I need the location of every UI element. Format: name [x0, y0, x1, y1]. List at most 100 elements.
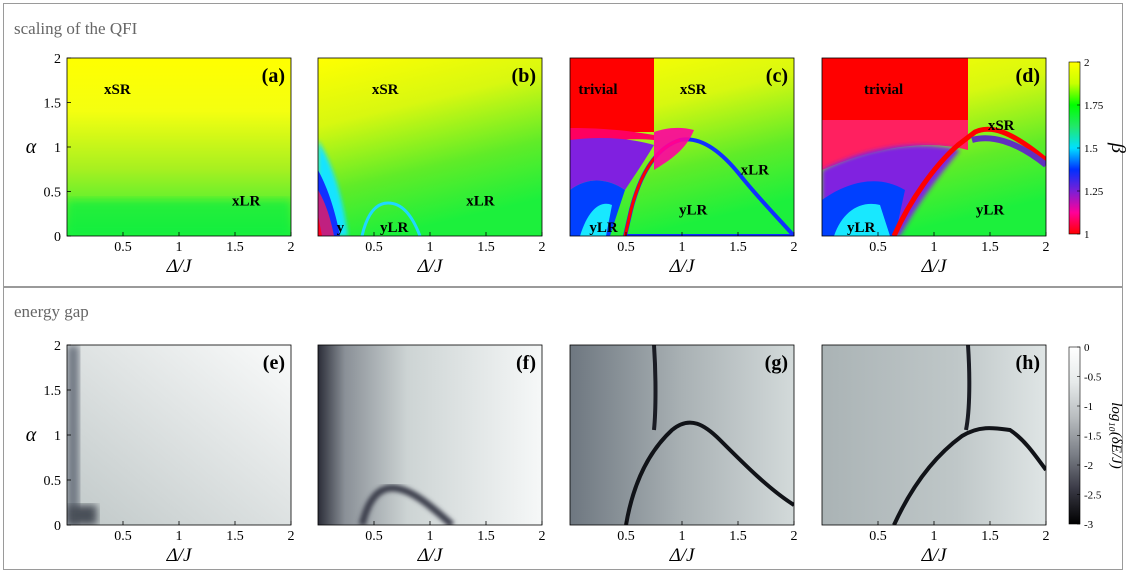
x-tick-label: 1 — [931, 529, 938, 544]
panel-tag: (d) — [1016, 65, 1040, 87]
y-tick-label: 2 — [54, 339, 61, 354]
x-tick-label: 2 — [288, 529, 295, 544]
region-label: xLR — [466, 193, 495, 209]
y-tick-label: 2 — [54, 52, 61, 67]
panel-f-heatmap — [318, 345, 542, 525]
x-tick-label: 0.5 — [869, 240, 887, 255]
energy-gap-section — [3, 287, 1123, 570]
y-tick-label: 1.5 — [44, 384, 62, 399]
region-label: trivial — [578, 82, 617, 98]
x-tick-label: 2 — [1043, 240, 1050, 255]
x-tick-label: 0.5 — [114, 529, 132, 544]
x-tick-label: 1.5 — [729, 240, 747, 255]
x-axis-label: Δ/J — [921, 545, 948, 566]
colorbar-tick-label: -0.5 — [1084, 372, 1102, 384]
colorbar-tick-label: 1.25 — [1084, 186, 1104, 198]
x-tick-label: 1 — [427, 529, 434, 544]
y-axis-label: α — [26, 424, 37, 446]
x-tick-label: 2 — [288, 240, 295, 255]
x-axis-label: Δ/J — [417, 256, 444, 277]
x-tick-label: 2 — [1043, 529, 1050, 544]
region-label: y — [337, 220, 345, 236]
region-label: xSR — [104, 82, 131, 98]
x-tick-label: 1.5 — [226, 529, 244, 544]
panel-a-heatmap — [67, 58, 291, 236]
x-tick-label: 2 — [791, 529, 798, 544]
colorbar-tick-label: 1.5 — [1084, 143, 1098, 155]
x-tick-label: 1 — [679, 240, 686, 255]
colorbar-tick-label: 1.75 — [1084, 100, 1104, 112]
x-tick-label: 1 — [931, 240, 938, 255]
y-tick-label: 0.5 — [44, 474, 62, 489]
colorbar-tick-label: -2 — [1084, 460, 1093, 472]
colorbar-tick-label: 0 — [1084, 342, 1090, 354]
panel-c-heatmap — [570, 58, 794, 236]
y-tick-label: 0 — [54, 230, 61, 245]
panel-tag: (g) — [765, 352, 788, 374]
panel-b-heatmap — [318, 58, 542, 236]
colorbar-tick-label: -1 — [1084, 401, 1093, 413]
y-axis-label: α — [26, 136, 37, 158]
y-tick-label: 0 — [54, 519, 61, 534]
x-tick-label: 0.5 — [114, 240, 132, 255]
panel-e-heatmap — [67, 345, 291, 525]
x-axis-label: Δ/J — [669, 256, 696, 277]
panel-tag: (c) — [766, 65, 788, 87]
x-axis-label: Δ/J — [669, 545, 696, 566]
x-tick-label: 2 — [539, 240, 546, 255]
region-label: yLR — [847, 220, 876, 236]
panel-tag: (h) — [1016, 352, 1040, 374]
panel-tag: (b) — [512, 65, 536, 87]
x-tick-label: 1.5 — [226, 240, 244, 255]
x-tick-label: 2 — [791, 240, 798, 255]
colorbar-label: β — [1107, 142, 1127, 153]
x-tick-label: 1 — [427, 240, 434, 255]
panel-d-heatmap — [822, 58, 1046, 236]
qfi-section-title: scaling of the QFI — [14, 19, 138, 38]
x-tick-label: 0.5 — [869, 529, 887, 544]
region-label: xSR — [680, 82, 707, 98]
region-label: yLR — [679, 202, 708, 218]
qfi-section — [3, 3, 1123, 287]
region-label: yLR — [589, 220, 618, 236]
panel-tag: (f) — [516, 352, 536, 374]
colorbar-tick-label: 1 — [1084, 229, 1090, 241]
x-tick-label: 0.5 — [617, 240, 635, 255]
x-axis-label: Δ/J — [417, 545, 444, 566]
energy-gap-section-title: energy gap — [14, 302, 89, 321]
x-tick-label: 1.5 — [477, 529, 495, 544]
x-tick-label: 0.5 — [617, 529, 635, 544]
panel-tag: (a) — [262, 65, 285, 87]
panel-g-heatmap — [570, 345, 794, 525]
region-label: yLR — [976, 202, 1005, 218]
colorbar-tick-label: -2.5 — [1084, 490, 1102, 502]
colorbar-tick-label: -3 — [1084, 519, 1094, 531]
x-tick-label: 0.5 — [365, 529, 383, 544]
region-label: xSR — [988, 118, 1015, 134]
y-tick-label: 0.5 — [44, 186, 62, 201]
y-tick-label: 1.5 — [44, 97, 62, 112]
colorbar-label: log₁₀(δE/J) — [1108, 402, 1124, 469]
x-tick-label: 1 — [176, 240, 183, 255]
x-axis-label: Δ/J — [166, 256, 193, 277]
x-tick-label: 1.5 — [981, 240, 999, 255]
x-tick-label: 1 — [176, 529, 183, 544]
y-tick-label: 1 — [54, 429, 61, 444]
panel-tag: (e) — [263, 352, 285, 374]
panel-h-heatmap — [822, 345, 1046, 525]
x-axis-label: Δ/J — [921, 256, 948, 277]
x-tick-label: 1 — [679, 529, 686, 544]
region-label: yLR — [380, 220, 409, 236]
x-tick-label: 1.5 — [477, 240, 495, 255]
x-axis-label: Δ/J — [166, 545, 193, 566]
x-tick-label: 0.5 — [365, 240, 383, 255]
x-tick-label: 2 — [539, 529, 546, 544]
region-label: xLR — [741, 162, 770, 178]
x-tick-label: 1.5 — [729, 529, 747, 544]
y-tick-label: 1 — [54, 141, 61, 156]
region-label: trivial — [864, 82, 903, 98]
x-tick-label: 1.5 — [981, 529, 999, 544]
colorbar-tick-label: 2 — [1084, 57, 1090, 69]
colorbar-tick-label: -1.5 — [1084, 431, 1102, 443]
